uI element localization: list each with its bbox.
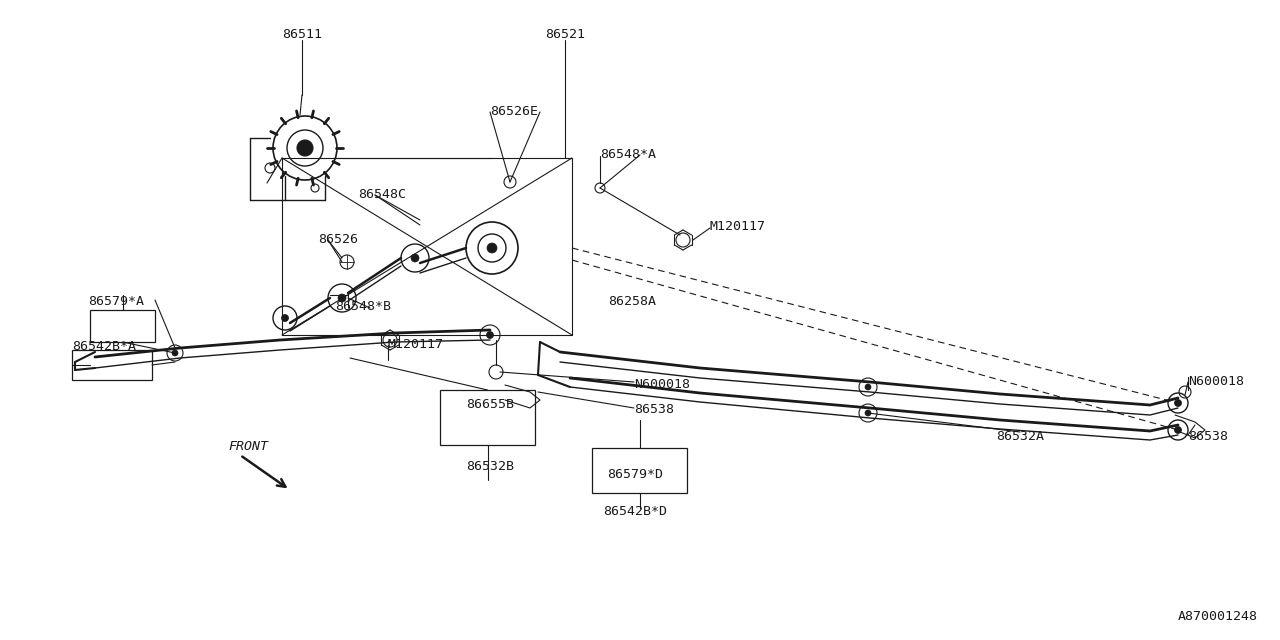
Text: M120117: M120117 <box>388 338 444 351</box>
Text: N600018: N600018 <box>1188 375 1244 388</box>
Text: 86526E: 86526E <box>490 105 538 118</box>
Circle shape <box>172 350 178 356</box>
Text: 86532A: 86532A <box>996 430 1044 443</box>
Circle shape <box>486 243 497 253</box>
Text: 86542B*D: 86542B*D <box>603 505 667 518</box>
Text: 86579*D: 86579*D <box>607 468 663 481</box>
Circle shape <box>282 314 288 321</box>
Circle shape <box>486 332 494 339</box>
Text: N600018: N600018 <box>634 378 690 391</box>
Text: 86542B*A: 86542B*A <box>72 340 136 353</box>
Bar <box>90 310 155 342</box>
Text: A870001248: A870001248 <box>1178 610 1258 623</box>
Circle shape <box>411 254 419 262</box>
Text: 86521: 86521 <box>545 28 585 41</box>
Text: 86526: 86526 <box>317 233 358 246</box>
Text: 86538: 86538 <box>1188 430 1228 443</box>
Circle shape <box>865 410 870 416</box>
Text: 86538: 86538 <box>634 403 675 416</box>
Text: 86511: 86511 <box>282 28 323 41</box>
Circle shape <box>865 384 870 390</box>
Text: 86655B: 86655B <box>466 398 515 411</box>
Bar <box>72 350 152 380</box>
Bar <box>440 390 535 445</box>
Bar <box>591 448 687 493</box>
Circle shape <box>1175 399 1181 406</box>
Circle shape <box>297 140 314 156</box>
Text: 86579*A: 86579*A <box>88 295 143 308</box>
Text: M120117: M120117 <box>710 220 765 233</box>
Text: FRONT: FRONT <box>228 440 268 453</box>
Text: 86548*A: 86548*A <box>600 148 657 161</box>
Circle shape <box>1175 426 1181 433</box>
Text: 86548C: 86548C <box>358 188 406 201</box>
Circle shape <box>338 294 346 302</box>
Text: 86548*B: 86548*B <box>335 300 390 313</box>
Text: 86258A: 86258A <box>608 295 657 308</box>
Text: 86532B: 86532B <box>466 460 515 473</box>
